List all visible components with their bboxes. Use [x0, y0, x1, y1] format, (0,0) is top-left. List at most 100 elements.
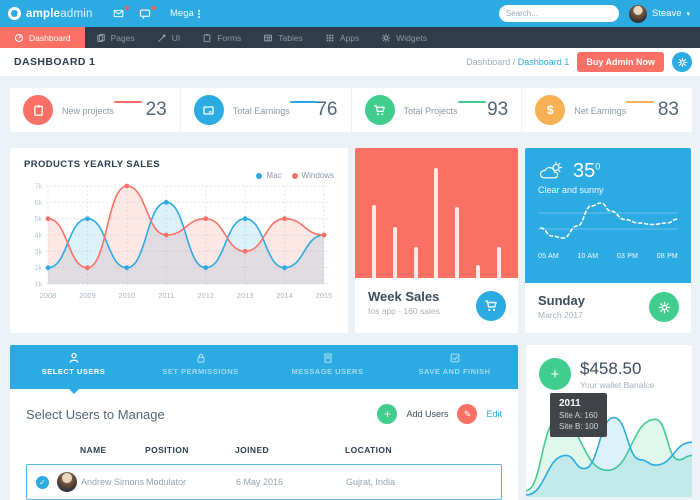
wallet-add-button[interactable]: + [539, 358, 571, 390]
cell-position: Modulator [146, 477, 187, 487]
wallet-amount: $458.50 [580, 358, 642, 378]
weather-card: 350 Clear and sunny 05 AM 10 AM 03 PM 08 P… [525, 148, 691, 333]
tab-select-users[interactable]: SELECT USERS [10, 345, 137, 389]
pages-icon [96, 33, 105, 42]
stat-value: 23 [145, 99, 167, 120]
breadcrumb-current[interactable]: Dashboard 1 [517, 57, 570, 67]
top-header: ampleadmin Mega Steave ▾ [0, 0, 700, 27]
check-square-icon [450, 353, 459, 363]
svg-text:2011: 2011 [158, 291, 174, 300]
stat-label: Total Projects [403, 106, 458, 116]
svg-text:2012: 2012 [197, 291, 214, 300]
tab-message-users[interactable]: MESSAGE USERS [264, 345, 391, 389]
chart-tooltip: 2011 Site A: 160 Site B: 100 [550, 393, 608, 437]
stat-value: 76 [316, 99, 338, 120]
stat-new-projects: New projects 23 [10, 88, 181, 132]
edit-label[interactable]: Edit [486, 409, 502, 419]
chart-title: PRODUCTS YEARLY SALES [24, 159, 160, 170]
stat-label: Net Earnings [574, 106, 627, 116]
sun-fab-button[interactable] [649, 292, 679, 322]
notification-dot [152, 5, 156, 10]
select-users-card: SELECT USERS SET PERMISSIONS MESSAGE USE… [10, 345, 518, 500]
temperature: 350 [573, 160, 601, 182]
nav-item-dashboard[interactable]: Dashboard [0, 27, 85, 48]
week-sales-bar-chart [355, 148, 518, 278]
mega-menu[interactable]: Mega [170, 8, 201, 19]
lock-icon [196, 353, 205, 363]
stat-total-projects: Total Projects 93 [352, 88, 523, 132]
cell-joined: 6 May 2016 [236, 477, 284, 487]
logo-icon [8, 7, 21, 20]
search-input[interactable] [505, 9, 616, 18]
chat-icon[interactable] [139, 5, 156, 20]
settings-fab[interactable] [672, 52, 692, 72]
user-avatar [628, 4, 647, 23]
cart-fab-button[interactable] [476, 291, 506, 321]
stat-value: 93 [487, 99, 509, 120]
user-wizard-tabs: SELECT USERS SET PERMISSIONS MESSAGE USE… [10, 345, 518, 389]
legend-dot-mac [256, 172, 263, 179]
user-menu[interactable]: Steave ▾ [628, 4, 690, 23]
nav-item-apps[interactable]: Apps [314, 27, 370, 48]
table-row[interactable]: ✓ Andrew Simons Modulator 6 May 2016 Guj… [26, 464, 502, 500]
breadcrumb: Dashboard / Dashboard 1 [466, 57, 570, 67]
nav-item-pages[interactable]: Pages [85, 27, 146, 48]
gear-icon [677, 57, 687, 67]
svg-text:2013: 2013 [237, 291, 254, 300]
user-name: Steave [651, 8, 682, 19]
magic-wand-icon [157, 33, 166, 42]
nav-item-tables[interactable]: Tables [252, 27, 314, 48]
nav-item-ui[interactable]: UI [146, 27, 192, 48]
svg-text:2014: 2014 [276, 291, 293, 300]
wallet-area-chart [526, 416, 692, 497]
row-avatar [57, 472, 77, 492]
week-sales-title: Week Sales [368, 289, 440, 304]
pencil-icon: ✎ [463, 408, 472, 419]
page-title: DASHBOARD 1 [14, 56, 96, 68]
buy-admin-button[interactable]: Buy Admin Now [577, 52, 664, 72]
col-name: NAME [80, 445, 107, 455]
weather-condition: Clear and sunny [538, 185, 604, 195]
row-checkbox[interactable]: ✓ [36, 475, 49, 489]
brand-logo[interactable]: ampleadmin [8, 7, 100, 20]
weather-month: March 2017 [538, 310, 583, 320]
brand-name: ampleadmin [26, 7, 93, 20]
cart-icon [364, 95, 395, 125]
nav-item-forms[interactable]: Forms [191, 27, 252, 48]
svg-text:2009: 2009 [79, 291, 96, 300]
wallet-card: + $458.50 Your wallet Banalce 2011 Site … [526, 345, 692, 497]
svg-text:2k: 2k [35, 265, 43, 272]
stat-value: 83 [657, 99, 679, 120]
clipboard-icon [203, 33, 211, 42]
col-joined: JOINED [235, 445, 270, 455]
svg-text:1k: 1k [35, 282, 43, 289]
week-sales-card: Week Sales Ios app - 160 sales [355, 148, 518, 333]
week-sales-subtitle: Ios app - 160 sales [368, 306, 440, 316]
clipboard-icon [23, 95, 53, 125]
tablet-icon [193, 95, 224, 125]
vertical-dots-icon [197, 9, 200, 18]
tab-save-and-finish[interactable]: SAVE AND FINISH [391, 345, 518, 389]
mail-icon[interactable] [112, 5, 129, 20]
search-box[interactable] [498, 5, 619, 22]
svg-text:2015: 2015 [316, 291, 333, 300]
chart-legend: Mac Windows [24, 171, 334, 180]
tab-set-permissions[interactable]: SET PERMISSIONS [137, 345, 264, 389]
message-icon [323, 353, 332, 363]
col-location: LOCATION [345, 445, 392, 455]
add-users-label: Add Users [406, 409, 449, 419]
svg-text:5k: 5k [35, 216, 43, 223]
add-users-button[interactable]: + [377, 404, 398, 424]
svg-text:7k: 7k [35, 184, 43, 191]
nav-item-widgets[interactable]: Widgets [370, 27, 438, 48]
cell-name: Andrew Simons [81, 477, 145, 487]
breadcrumb-dashboard[interactable]: Dashboard [466, 57, 511, 67]
gear-icon [381, 33, 391, 42]
products-yearly-sales-card: PRODUCTS YEARLY SALES Mac Windows 1k 2k 3k… [10, 148, 348, 333]
svg-text:4k: 4k [35, 233, 43, 240]
table-icon [264, 34, 273, 41]
week-sales-chart-area [355, 148, 518, 278]
edit-button[interactable]: ✎ [457, 404, 478, 424]
svg-text:3k: 3k [35, 249, 43, 256]
